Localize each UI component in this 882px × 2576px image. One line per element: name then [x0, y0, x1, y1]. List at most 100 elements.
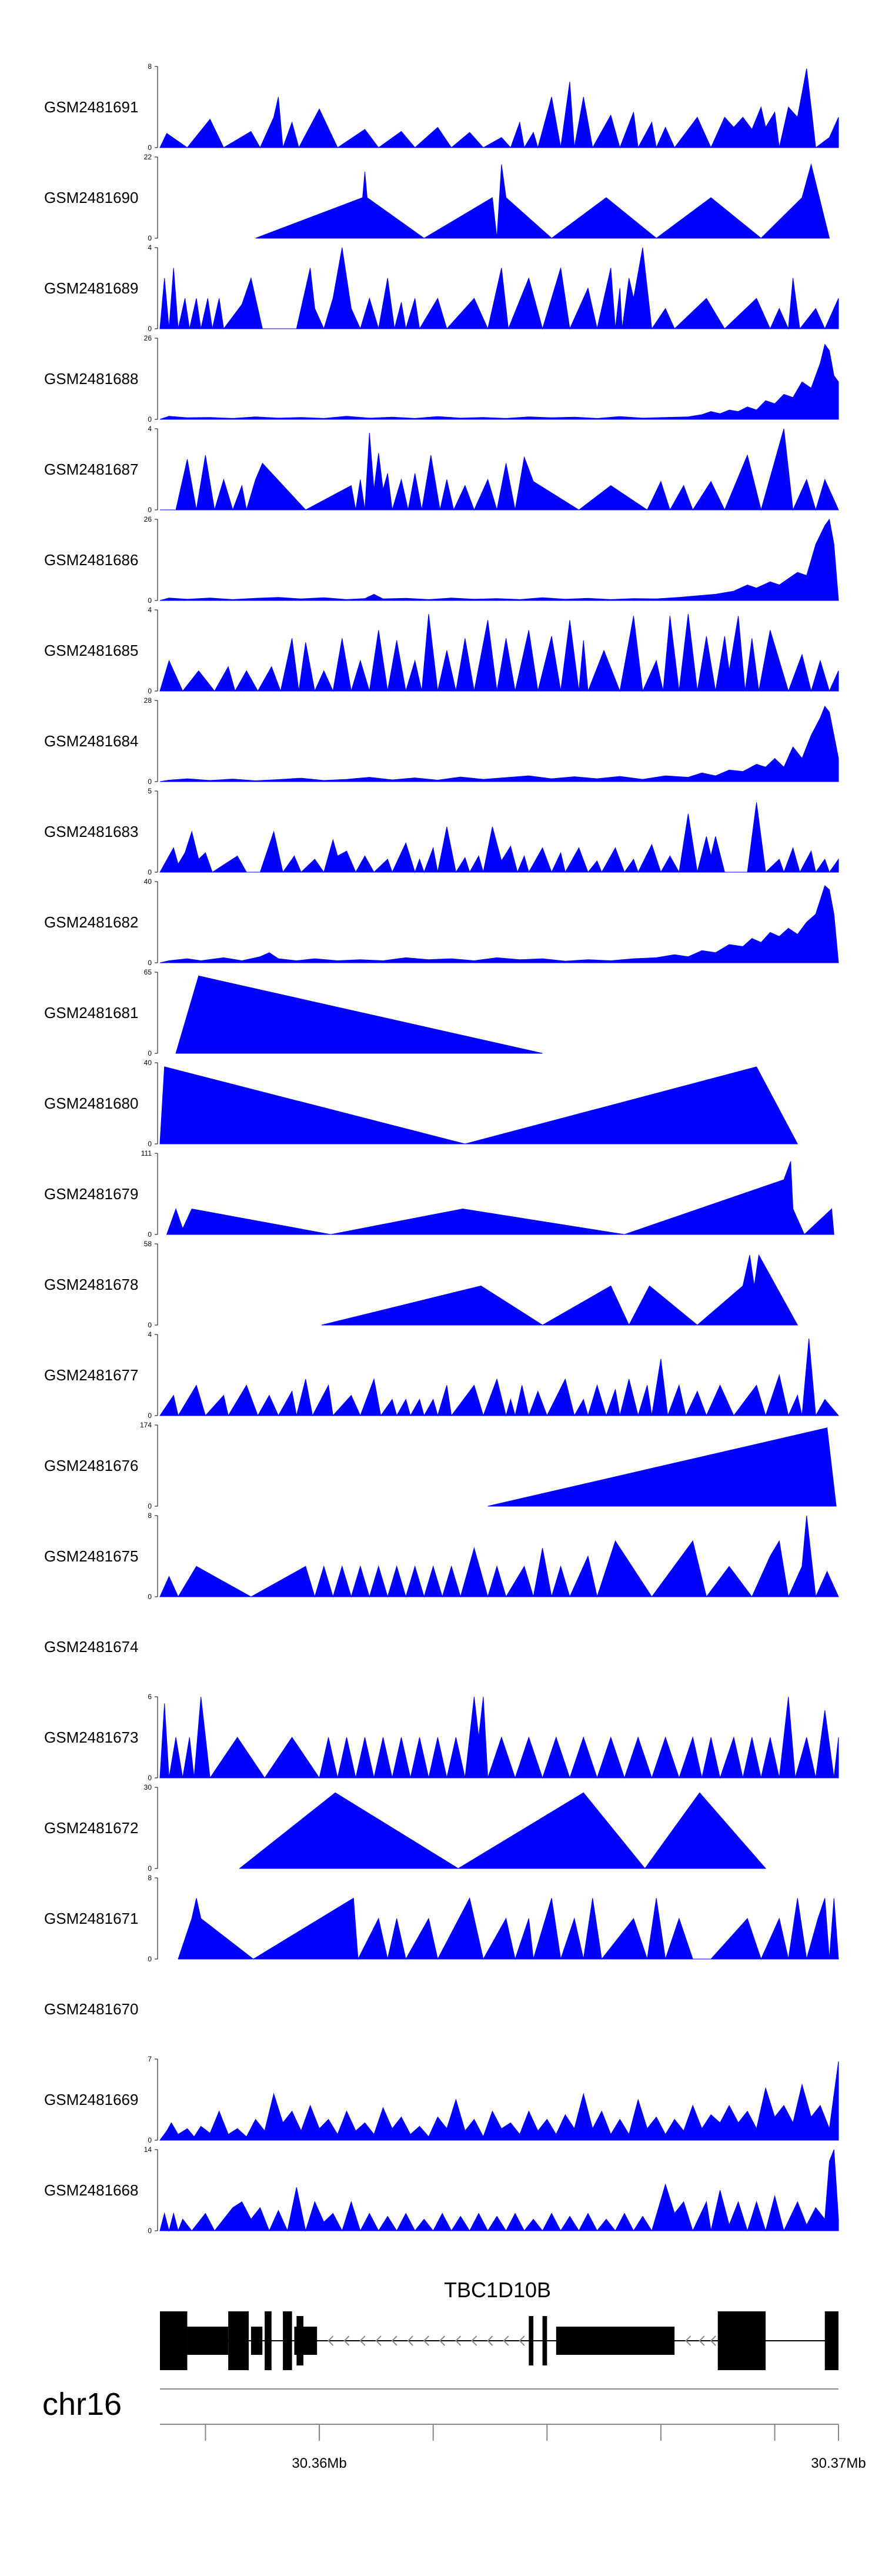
y-max-label: 6: [148, 1693, 152, 1701]
strand-arrow: [439, 2335, 446, 2346]
track-label: GSM2481675: [44, 1547, 138, 1565]
track-gsm2481687: GSM2481687 4 0: [44, 425, 839, 514]
strand-arrows: [328, 2335, 716, 2346]
coverage-area: [175, 975, 543, 1054]
track-gsm2481671: GSM2481671 8 0: [44, 1874, 839, 1963]
strand-arrow: [391, 2335, 397, 2346]
track-gsm2481686: GSM2481686 26 0: [44, 515, 839, 605]
track-label: GSM2481672: [44, 1819, 138, 1837]
track-label: GSM2481673: [44, 1729, 138, 1746]
track-gsm2481680: GSM2481680 40 0: [44, 1059, 799, 1148]
coverage-area: [159, 343, 839, 420]
coverage-area: [166, 1161, 834, 1235]
track-gsm2481674: GSM2481674: [44, 1638, 138, 1656]
track-gsm2481681: GSM2481681 65 0: [44, 968, 543, 1057]
y-max-label: 22: [144, 153, 152, 161]
exon: [228, 2311, 249, 2370]
track-label: GSM2481686: [44, 551, 138, 569]
track-gsm2481673: GSM2481673 6 0: [44, 1693, 839, 1782]
coverage-area: [159, 2061, 839, 2141]
exon: [296, 2316, 303, 2365]
coverage-area: [159, 802, 839, 873]
coverage-tracks: GSM248169180GSM2481690220GSM248168940GSM…: [44, 62, 840, 2235]
track-label: GSM2481679: [44, 1185, 138, 1203]
y-max-label: 4: [148, 243, 152, 252]
y-zero-label: 0: [148, 1230, 152, 1239]
track-label: GSM2481684: [44, 732, 138, 750]
y-max-label: 8: [148, 62, 152, 71]
y-zero-label: 0: [148, 2136, 152, 2144]
track-gsm2481689: GSM2481689 4 0: [44, 243, 839, 333]
coverage-area: [159, 1515, 839, 1598]
track-label: GSM2481681: [44, 1004, 138, 1022]
strand-arrow: [710, 2335, 716, 2346]
exon-utr: [250, 2327, 263, 2355]
strand-arrow: [423, 2335, 429, 2346]
y-max-label: 40: [144, 1059, 152, 1067]
y-zero-label: 0: [148, 234, 152, 242]
exon-utr: [556, 2327, 675, 2355]
exon: [265, 2311, 272, 2370]
track-gsm2481684: GSM2481684 28 0: [44, 696, 839, 786]
y-max-label: 174: [140, 1421, 152, 1429]
strand-arrow: [685, 2335, 691, 2346]
track-label: GSM2481683: [44, 823, 138, 840]
y-zero-label: 0: [148, 1864, 152, 1873]
track-gsm2481675: GSM2481675 8 0: [44, 1511, 839, 1601]
strand-arrow: [343, 2335, 350, 2346]
exon: [529, 2316, 534, 2365]
genome-axis: chr16 30.36Mb 30.37Mb: [42, 2387, 866, 2471]
y-zero-label: 0: [148, 596, 152, 605]
track-label: GSM2481670: [44, 2000, 138, 2018]
y-max-label: 4: [148, 606, 152, 614]
y-zero-label: 0: [148, 1140, 152, 1148]
track-label: GSM2481685: [44, 642, 138, 659]
y-max-label: 65: [144, 968, 152, 976]
y-max-label: 14: [144, 2145, 152, 2154]
track-label: GSM2481687: [44, 461, 138, 478]
track-gsm2481690: GSM2481690 22 0: [44, 153, 830, 242]
y-zero-label: 0: [148, 144, 152, 152]
y-max-label: 8: [148, 1874, 152, 1882]
strand-arrow: [487, 2335, 493, 2346]
y-max-label: 7: [148, 2055, 152, 2063]
track-label: GSM2481676: [44, 1457, 138, 1474]
y-zero-label: 0: [148, 1321, 152, 1329]
track-label: GSM2481674: [44, 1638, 138, 1656]
track-label: GSM2481677: [44, 1366, 138, 1384]
exon-utr: [187, 2327, 229, 2355]
track-gsm2481688: GSM2481688 26 0: [44, 334, 839, 423]
strand-arrow: [375, 2335, 382, 2346]
y-zero-label: 0: [148, 506, 152, 514]
y-max-label: 4: [148, 425, 152, 433]
track-gsm2481685: GSM2481685 4 0: [44, 606, 839, 695]
y-zero-label: 0: [148, 1412, 152, 1420]
chromosome-label: chr16: [42, 2387, 122, 2422]
y-zero-label: 0: [148, 1774, 152, 1782]
exon: [160, 2311, 188, 2370]
track-label: GSM2481678: [44, 1276, 138, 1293]
coverage-area: [487, 1427, 837, 1507]
coverage-area: [159, 247, 839, 330]
coverage-area: [255, 163, 830, 239]
axis-tick-label: 30.36Mb: [292, 2455, 346, 2471]
strand-arrow: [328, 2335, 334, 2346]
axis-tick-label: 30.37Mb: [811, 2455, 866, 2471]
track-label: GSM2481691: [44, 98, 138, 116]
gene-exons: [160, 2311, 838, 2370]
track-label: GSM2481690: [44, 189, 138, 206]
y-zero-label: 0: [148, 868, 152, 876]
track-gsm2481668: GSM2481668 14 0: [44, 2145, 839, 2235]
y-zero-label: 0: [148, 1955, 152, 1963]
strand-arrow: [455, 2335, 462, 2346]
strand-arrow: [471, 2335, 477, 2346]
gene-model-track: TBC1D10B: [160, 2278, 838, 2370]
gene-label: TBC1D10B: [444, 2278, 551, 2302]
coverage-area: [321, 1254, 799, 1326]
y-zero-label: 0: [148, 778, 152, 786]
axis-ticks: 30.36Mb 30.37Mb: [205, 2424, 866, 2471]
coverage-area: [159, 518, 839, 601]
track-gsm2481670: GSM2481670: [44, 2000, 138, 2018]
coverage-area: [159, 68, 839, 149]
